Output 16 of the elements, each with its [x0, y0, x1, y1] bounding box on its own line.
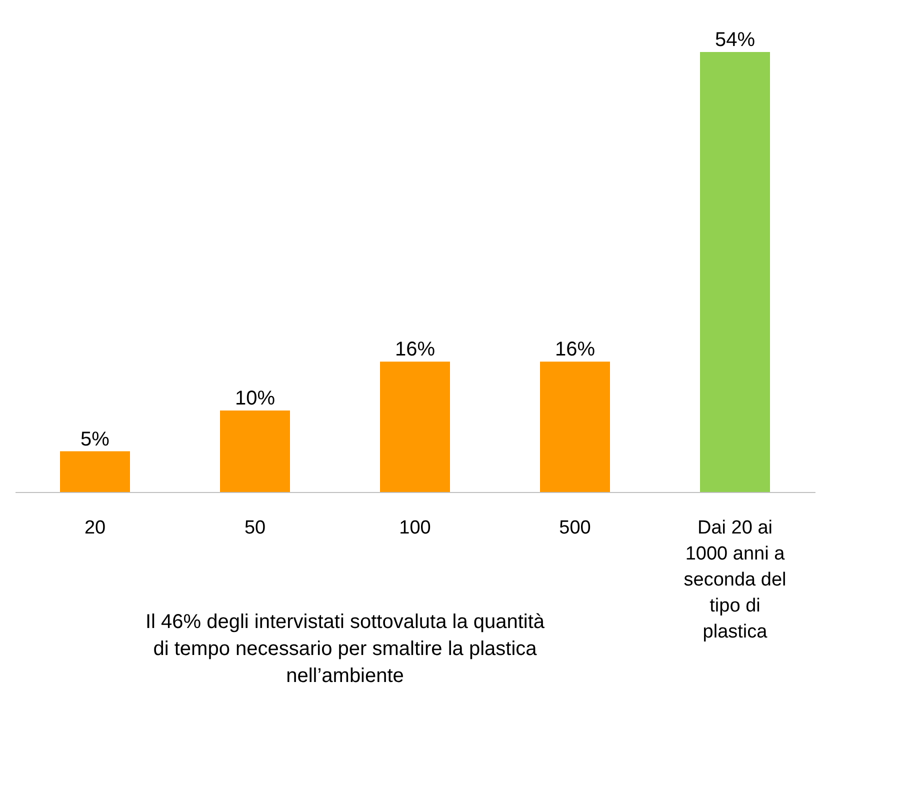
- data-label: 10%: [234, 388, 276, 410]
- bar: [380, 362, 450, 492]
- x-tick-label: 20: [84, 518, 106, 538]
- data-label: 16%: [394, 338, 436, 361]
- bar: [60, 451, 130, 492]
- data-label: 54%: [714, 29, 756, 51]
- x-tick-label: 100: [399, 518, 431, 538]
- bar: [700, 52, 770, 492]
- data-label: 5%: [80, 428, 110, 450]
- bar: [220, 410, 290, 492]
- x-tick-label: 50: [244, 518, 266, 538]
- x-tick-label: Dai 20 ai 1000 anni a seconda del tipo di plastica: [684, 518, 786, 642]
- data-label: 16%: [554, 338, 596, 361]
- bar: [540, 362, 610, 492]
- text: Il 46% degli intervistati sottovaluta la quantità di tempo necessario per smaltire la plastica nell’ambiente: [145, 611, 546, 687]
- x-tick-label: 500: [559, 518, 591, 538]
